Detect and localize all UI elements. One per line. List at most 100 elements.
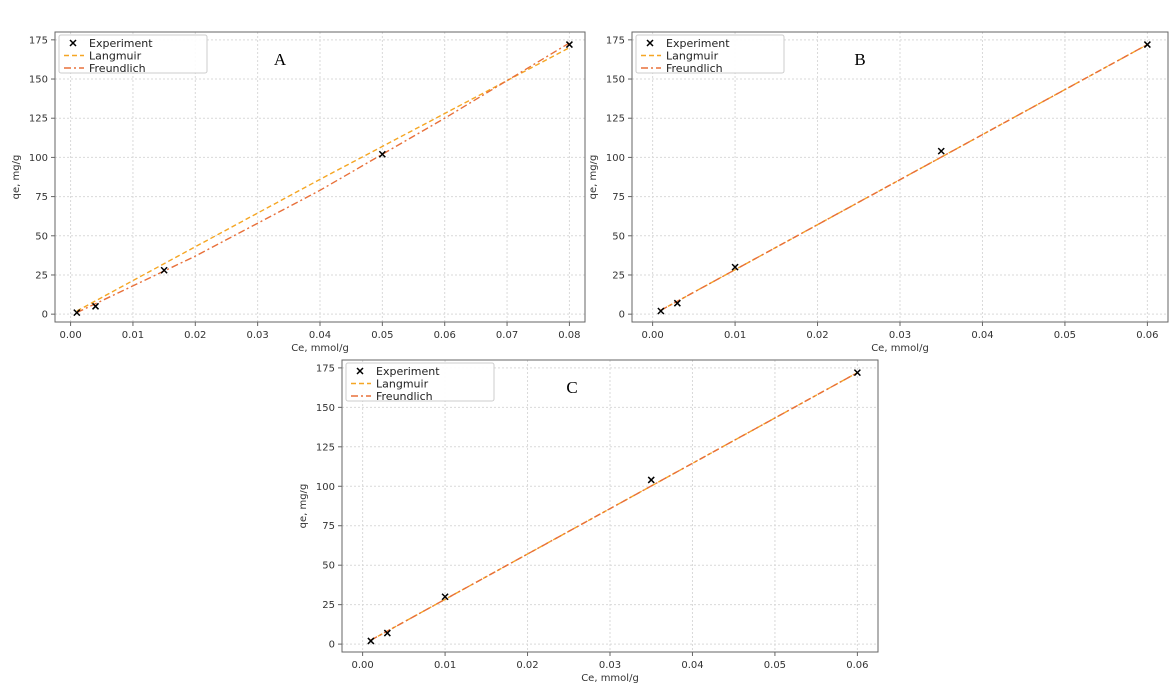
chart-c-legend-item: Freundlich [351,390,433,403]
chart-b-panel-letter: B [854,50,865,69]
chart-a-y-tick-label: 50 [35,231,48,242]
chart-b-y-tick-label: 0 [619,310,625,321]
chart-c-y-tick-label: 25 [322,600,335,611]
chart-c-y-tick-label: 150 [316,403,335,414]
chart-a-y-tick-label: 125 [29,114,48,125]
chart-a-langmuir-line [76,47,570,312]
chart-c-legend-label: Langmuir [376,378,429,391]
chart-c-experiment-point [647,476,655,484]
chart-a-experiment-point [91,302,100,310]
chart-b-experiment-point [731,263,739,271]
chart-a-x-axis-title: Ce, mmol/g [291,343,349,354]
chart-c-y-tick-label: 75 [322,521,335,532]
chart-c-x-tick-label: 0.02 [516,660,538,671]
chart-c-y-tick-label: 50 [322,561,335,572]
chart-b-experiment-point [657,307,665,315]
chart-a-x-tick-label: 0.05 [371,330,393,341]
chart-a-x-tick-label: 0.07 [496,330,518,341]
chart-b-x-tick-label: 0.06 [1136,330,1158,341]
chart-b-x-axis-title: Ce, mmol/g [871,343,929,354]
chart-a-y-axis-title: qe, mg/g [11,155,22,200]
chart-a-legend-label: Freundlich [89,62,146,75]
chart-c-experiment-point [383,629,391,637]
chart-a-experiment-point [378,150,386,158]
chart-b-legend-item: Langmuir [641,50,719,63]
chart-a-x-tick-label: 0.06 [434,330,456,341]
chart-b-legend-item: Freundlich [641,62,723,75]
chart-b-y-axis-title: qe, mg/g [590,155,599,200]
chart-b-legend-label: Langmuir [666,50,719,63]
chart-a-y-tick-label: 175 [29,35,48,46]
chart-a-x-tick-label: 0.04 [309,330,331,341]
chart-b-y-tick-label: 175 [606,35,625,46]
chart-c-y-axis-title: qe, mg/g [300,484,309,529]
chart-b-y-tick-label: 125 [606,114,625,125]
chart-a-y-tick-label: 0 [42,310,48,321]
chart-b-legend-label: Freundlich [666,62,723,75]
chart-b-x-tick-label: 0.00 [641,330,663,341]
chart-c-x-tick-label: 0.06 [846,660,868,671]
chart-c-x-tick-label: 0.03 [599,660,621,671]
chart-a-x-tick-label: 0.02 [184,330,206,341]
chart-c-y-tick-label: 125 [316,442,335,453]
chart-b-x-tick-label: 0.01 [724,330,746,341]
chart-b-x-tick-label: 0.02 [806,330,828,341]
chart-c-legend-label: Experiment [376,365,440,378]
chart-c-y-tick-label: 175 [316,363,335,374]
chart-b-y-tick-label: 150 [606,75,625,86]
chart-b-x-tick-label: 0.04 [971,330,993,341]
chart-a-legend-label: Experiment [89,37,153,50]
chart-panel-c: 0.00 0.01 0.02 0.03 0.04 0.05 0.06 0 25 50 75 100 12… [298,350,885,685]
chart-b-freundlich-line [660,43,1148,311]
chart-a-experiment-point [73,309,81,317]
chart-panel-a: 0.00 0.01 0.02 0.03 0.04 0.05 0.06 0.07 0.08 0 25 5… [0,22,590,357]
chart-c-svg: 0.00 0.01 0.02 0.03 0.04 0.05 0.06 0 25 50 75 100 12… [298,359,879,684]
chart-c-x-tick-label: 0.04 [681,660,703,671]
chart-a-legend-item: Experiment [69,37,153,50]
chart-a-panel-letter: A [274,50,287,69]
chart-a-y-tick-label: 100 [29,153,48,164]
chart-b-experiment-point [937,147,945,155]
chart-c-x-axis-title: Ce, mmol/g [581,673,639,684]
chart-a-experiment-point [565,41,573,49]
chart-a-x-tick-label: 0.01 [122,330,144,341]
chart-a-legend-label: Langmuir [89,50,142,63]
chart-a-y-tick-label: 25 [35,270,48,281]
chart-b-y-tick-label: 50 [612,231,625,242]
chart-a-legend-item: Langmuir [64,50,142,63]
chart-a-y-tick-label: 75 [35,192,48,203]
chart-a-x-tick-label: 0.08 [558,330,580,341]
chart-b-y-tick-label: 100 [606,153,625,164]
chart-a-experiment-point [160,266,168,274]
chart-b-legend-item: Experiment [646,37,730,50]
chart-c-x-tick-label: 0.00 [351,660,373,671]
chart-a-legend-item: Freundlich [64,62,146,75]
chart-c-y-tick-label: 100 [316,482,335,493]
chart-c-freundlich-line [370,372,858,641]
chart-c-x-tick-label: 0.01 [434,660,456,671]
chart-c-y-tick-label: 0 [329,640,335,651]
chart-a-y-tick-label: 150 [29,75,48,86]
chart-c-legend-label: Freundlich [376,390,433,403]
chart-b-x-tick-label: 0.05 [1054,330,1076,341]
chart-b-y-tick-label: 75 [612,192,625,203]
chart-c-legend-item: Experiment [356,365,440,378]
chart-c-panel-letter: C [566,378,577,397]
chart-c-experiment-point [367,637,375,645]
chart-c-experiment-point [441,593,449,601]
chart-b-y-tick-label: 25 [612,270,625,281]
chart-c-x-tick-label: 0.05 [764,660,786,671]
chart-a-freundlich-line [76,42,570,314]
chart-c-experiment-point [853,369,861,377]
chart-b-legend-label: Experiment [666,37,730,50]
chart-b-x-tick-label: 0.03 [889,330,911,341]
chart-c-legend-item: Langmuir [351,378,429,391]
chart-panel-b: 0.00 0.01 0.02 0.03 0.04 0.05 0.06 0 25 50 75 100 12… [588,22,1174,357]
chart-b-experiment-point [1143,41,1151,49]
chart-b-experiment-point [673,299,681,307]
chart-b-svg: 0.00 0.01 0.02 0.03 0.04 0.05 0.06 0 25 50 75 100 12… [588,31,1169,354]
chart-a-x-tick-label: 0.03 [247,330,269,341]
